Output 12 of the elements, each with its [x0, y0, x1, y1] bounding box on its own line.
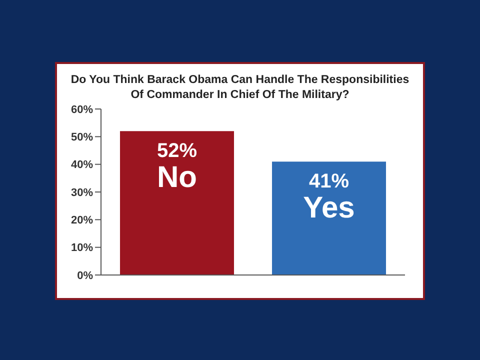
- data-label: 52%: [156, 140, 198, 162]
- y-tick-label: 40%: [70, 159, 94, 172]
- x-tick-label: No: [157, 161, 197, 194]
- x-tick-label: Yes: [303, 192, 355, 225]
- y-tick-label: 0%: [77, 270, 94, 282]
- data-label: 41%: [308, 170, 350, 193]
- y-tick-label: 60%: [70, 104, 94, 116]
- y-tick-label: 10%: [70, 242, 94, 254]
- chart-title: Do You Think Barack Obama Can Handle The Responsibilities Of Commander In Chief Of The Military?: [70, 73, 410, 103]
- y-tick-label: 30%: [70, 186, 94, 199]
- y-tick-label: 20%: [70, 214, 94, 227]
- y-tick-label: 50%: [70, 132, 94, 144]
